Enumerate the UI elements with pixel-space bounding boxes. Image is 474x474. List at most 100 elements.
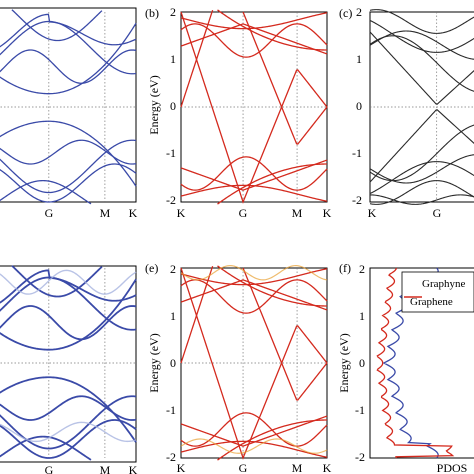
panel-b-ytick-1: 1 [170,52,176,66]
panel-c-band-2 [369,19,474,53]
panel-c-band-0 [369,31,474,105]
panel-c-xtick-0: K [368,206,377,220]
panel-c-band-7 [369,180,474,205]
panel-d-band-6 [11,265,103,298]
panel-c-ytick-1: 1 [356,52,362,66]
panel-e-faint-band-0 [180,265,328,281]
panel-b-ytick-3: -1 [166,146,176,160]
panel-b-band-5 [180,159,328,191]
panel-c-band-8 [369,154,474,184]
panel-c-band-3 [369,9,474,34]
panel-e-ytick-3: -1 [166,403,176,417]
panel-a-frame [0,7,137,203]
panel-e-band-4 [180,279,328,311]
panel-d: G M K [0,265,138,474]
panel-a-band-3 [0,13,137,48]
panel-d-band-4 [0,395,137,450]
panel-b-band-7 [180,156,328,191]
panel-d-band-1 [0,376,137,443]
panel-e-ytick-0: 2 [170,262,176,276]
panel-a-band-1 [0,120,137,187]
legend-label-graphyne: Graphyne [422,278,465,290]
panel-a-band-6 [11,9,103,42]
panel-c: (c) 2 1 0 -1 -2 K G [339,5,474,220]
panel-b-band-4 [180,23,328,55]
panel-d-ghost-band-0 [0,269,137,295]
panel-b-ytick-0: 2 [170,5,176,19]
panel-b-xtick-3: K [323,206,332,220]
panel-e-ytick-2: 0 [170,356,176,370]
panel-c-ytick-4: -2 [352,193,362,207]
panel-e-ytick-1: 1 [170,309,176,323]
panel-e-xtick-3: K [323,461,332,474]
panel-d-xtick-0: G [45,463,54,474]
panel-e: (e) Energy (eV) 2 1 0 -1 -2 K G M K [145,261,332,474]
panel-e-band-7 [180,412,328,447]
panel-e-band-8 [217,265,327,307]
panel-d-band-7 [0,435,92,461]
panel-e-xtick-0: K [177,461,186,474]
pdos-graphene-line [376,267,455,459]
panel-b-band-1 [180,11,328,204]
panel-c-ytick-0: 2 [356,5,362,19]
panel-e-band-1 [180,267,328,460]
panel-c-band-5 [369,35,474,92]
panel-e-band-6 [180,279,328,314]
panel-d-ghost-band-1 [0,421,137,443]
panel-a-xtick-0: G [45,206,54,220]
panel-c-band-4 [369,30,474,60]
panel-b-xtick-0: K [177,206,186,220]
panel-c-letter: (c) [339,6,352,20]
panel-b: (b) Energy (eV) 2 1 0 -1 -2 K G M K [145,5,332,220]
panel-e-band-9 [217,419,327,461]
panel-c-band-1 [369,109,474,183]
panel-a-band-0 [0,22,137,95]
panel-a-band-7 [0,179,92,205]
panel-f-ytick-0: 2 [359,262,365,276]
panel-c-ytick-3: -1 [352,146,362,160]
panel-b-band-8 [217,9,327,51]
panel-b-letter: (b) [145,6,159,20]
panel-f: (f) Energy (eV) 2 1 0 -1 -2 Graphyne Gra… [337,261,474,474]
panel-f-ytick-3: -1 [355,403,365,417]
panel-a-band-5 [0,163,137,203]
panel-f-legend: Graphyne Graphene [401,271,474,313]
panel-e-xtick-1: G [239,461,248,474]
panel-f-ylabel: Energy (eV) [337,333,351,392]
panel-e-xtick-2: M [292,461,303,474]
panel-d-xtick-1: M [100,463,111,474]
legend-box [401,271,474,313]
panel-d-band-9 [0,395,137,421]
panel-f-ytick-1: 1 [359,309,365,323]
panel-d-band-3 [0,269,137,304]
panel-d-band-0 [0,278,137,351]
panel-f-frame [369,267,474,459]
panel-a-band-8 [0,49,137,84]
panel-c-ytick-2: 0 [356,99,362,113]
panel-b-ytick-4: -2 [166,193,176,207]
panel-a-band-9 [0,139,137,165]
panel-b-ylabel: Energy (eV) [147,75,161,134]
panel-b-ytick-2: 0 [170,99,176,113]
panel-f-letter: (f) [339,261,351,275]
panel-e-faint-band-1 [180,438,328,454]
panel-a: G M K [0,7,138,220]
panel-b-xtick-1: G [239,206,248,220]
panel-e-band-5 [180,415,328,447]
panel-d-frame [0,265,137,463]
panel-b-xtick-2: M [292,206,303,220]
panel-c-band-10 [369,194,474,205]
panel-c-xtick-1: G [433,206,442,220]
panel-b-band-6 [180,23,328,58]
panel-c-band-9 [369,124,474,182]
panel-d-xtick-2: K [129,463,138,474]
panel-a-band-4 [0,139,137,194]
panel-b-band-9 [217,163,327,205]
panel-d-band-5 [0,419,137,459]
panel-f-xlabel: PDOS [437,461,468,474]
panel-a-xtick-1: M [100,206,111,220]
panel-e-ytick-4: -2 [166,450,176,464]
panel-e-letter: (e) [145,261,158,275]
legend-label-graphene: Graphene [410,296,453,308]
